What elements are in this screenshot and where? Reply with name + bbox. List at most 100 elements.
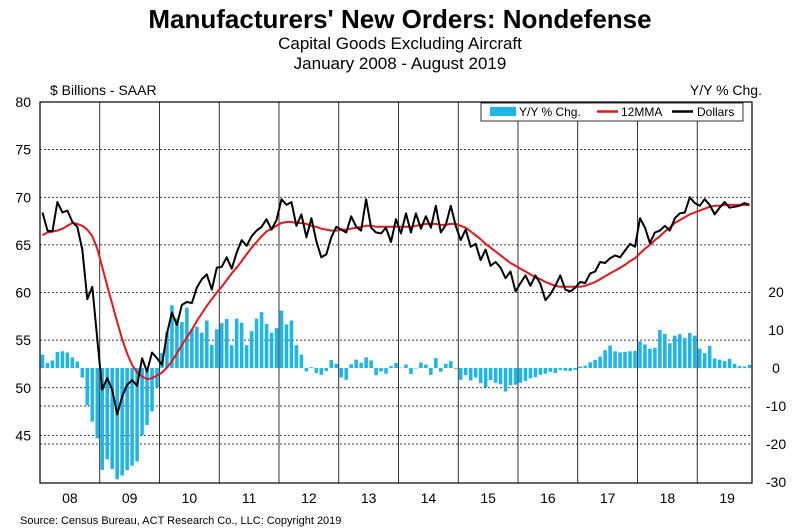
bar-yoy [244,345,249,368]
bar-yoy [105,368,110,460]
right-tick-label: -20 [766,436,786,452]
chart-title: Manufacturers' New Orders: Nondefense [148,4,652,34]
bar-yoy [518,368,523,383]
bar-yoy [140,368,144,436]
left-tick-label: 55 [15,332,31,348]
bar-yoy [687,333,692,368]
bar-yoy [658,330,662,368]
bar-yoy [264,323,269,368]
source-note: Source: Census Bureau, ACT Research Co.,… [20,515,342,527]
bar-yoy [593,360,597,368]
bar-yoy [209,344,214,368]
bar-yoy [692,335,697,368]
bar-yoy [389,366,393,368]
bar-yoy [100,368,105,470]
bar-yoy [219,323,224,368]
x-tick-label: 17 [600,490,616,506]
bar-yoy [404,364,408,368]
bar-yoy [75,361,80,368]
bar-yoy [299,354,304,368]
series-line-dollars [41,196,750,416]
bar-yoy [668,343,672,368]
bar-yoy [727,358,732,368]
bar-yoy [45,363,50,368]
bar-yoy [498,368,503,385]
right-tick-label: -30 [766,474,786,490]
bar-yoy [274,328,279,368]
bar-yoy [200,332,204,368]
bar-yoy [424,364,428,368]
x-tick-label: 14 [421,490,437,506]
chart-subtitle: Capital Goods Excluding Aircraft [278,34,522,53]
bar-yoy [448,361,453,368]
bar-yoy [170,305,174,368]
bar-yoy [583,365,587,368]
bar-yoy [573,368,578,370]
left-axis-title: $ Billions - SAAR [50,82,157,98]
bar-yoy [195,326,199,368]
bar-yoy [205,320,209,368]
bar-yoy [603,350,607,368]
x-tick-label: 08 [62,490,78,506]
bar-yoy [538,368,543,375]
series-line-12mma [42,203,750,381]
bar-yoy [329,360,334,368]
bar-yoy [155,368,159,387]
bar-yoy [394,363,398,368]
bar-yoy [618,352,622,368]
bar-yoy [653,347,657,368]
bar-yoy [95,368,100,439]
bar-yoy [55,352,60,368]
left-tick-label: 50 [15,380,31,396]
legend-label-dollars: Dollars [697,105,734,119]
bar-yoy [419,362,423,368]
bar-yoy [712,358,717,368]
bar-yoy [663,333,667,368]
bar-yoy [443,363,448,368]
bar-yoy [598,356,602,368]
bar-yoy [578,366,583,368]
bar-yoy [503,368,508,392]
left-tick-label: 65 [15,237,31,253]
bar-yoy [359,362,363,368]
right-tick-label: -10 [766,398,786,414]
bar-yoy [234,318,239,368]
bar-yoy [488,368,493,381]
bar-yoy [702,353,707,368]
bar-yoy [623,352,627,368]
bar-yoy [135,368,139,462]
bar-yoy [399,367,403,369]
bar-yoy [354,359,358,368]
x-tick-label: 16 [540,490,556,506]
left-tick-label: 45 [15,427,31,443]
bar-yoy [120,368,124,476]
bar-yoy [214,329,219,368]
x-tick-label: 19 [719,490,735,506]
bar-yoy [339,368,344,378]
x-tick-label: 11 [242,490,257,506]
legend-label-yoy: Y/Y % Chg. [519,105,581,119]
bar-yoy [678,334,682,368]
bar-yoy [468,368,473,381]
bar-yoy [344,368,349,380]
bar-yoy [513,368,518,385]
x-tick-label: 18 [660,490,676,506]
left-tick-label: 80 [15,94,31,110]
left-tick-label: 70 [15,189,31,205]
bar-yoy [732,363,737,368]
bar-yoy [673,335,677,368]
bar-yoy [638,341,642,368]
bar-yoy [349,364,353,368]
bar-yoy [364,357,368,368]
x-tick-label: 09 [122,490,138,506]
left-tick-label: 60 [15,285,31,301]
bar-yoy [115,368,119,480]
bar-yoy [608,345,612,368]
bar-yoy [369,360,373,368]
bar-yoy [429,368,433,375]
right-axis-title: Y/Y % Chg. [690,82,762,98]
bar-yoy [463,368,468,376]
right-tick-label: 10 [768,322,784,338]
x-tick-label: 10 [182,490,198,506]
left-tick-label: 75 [15,142,31,158]
